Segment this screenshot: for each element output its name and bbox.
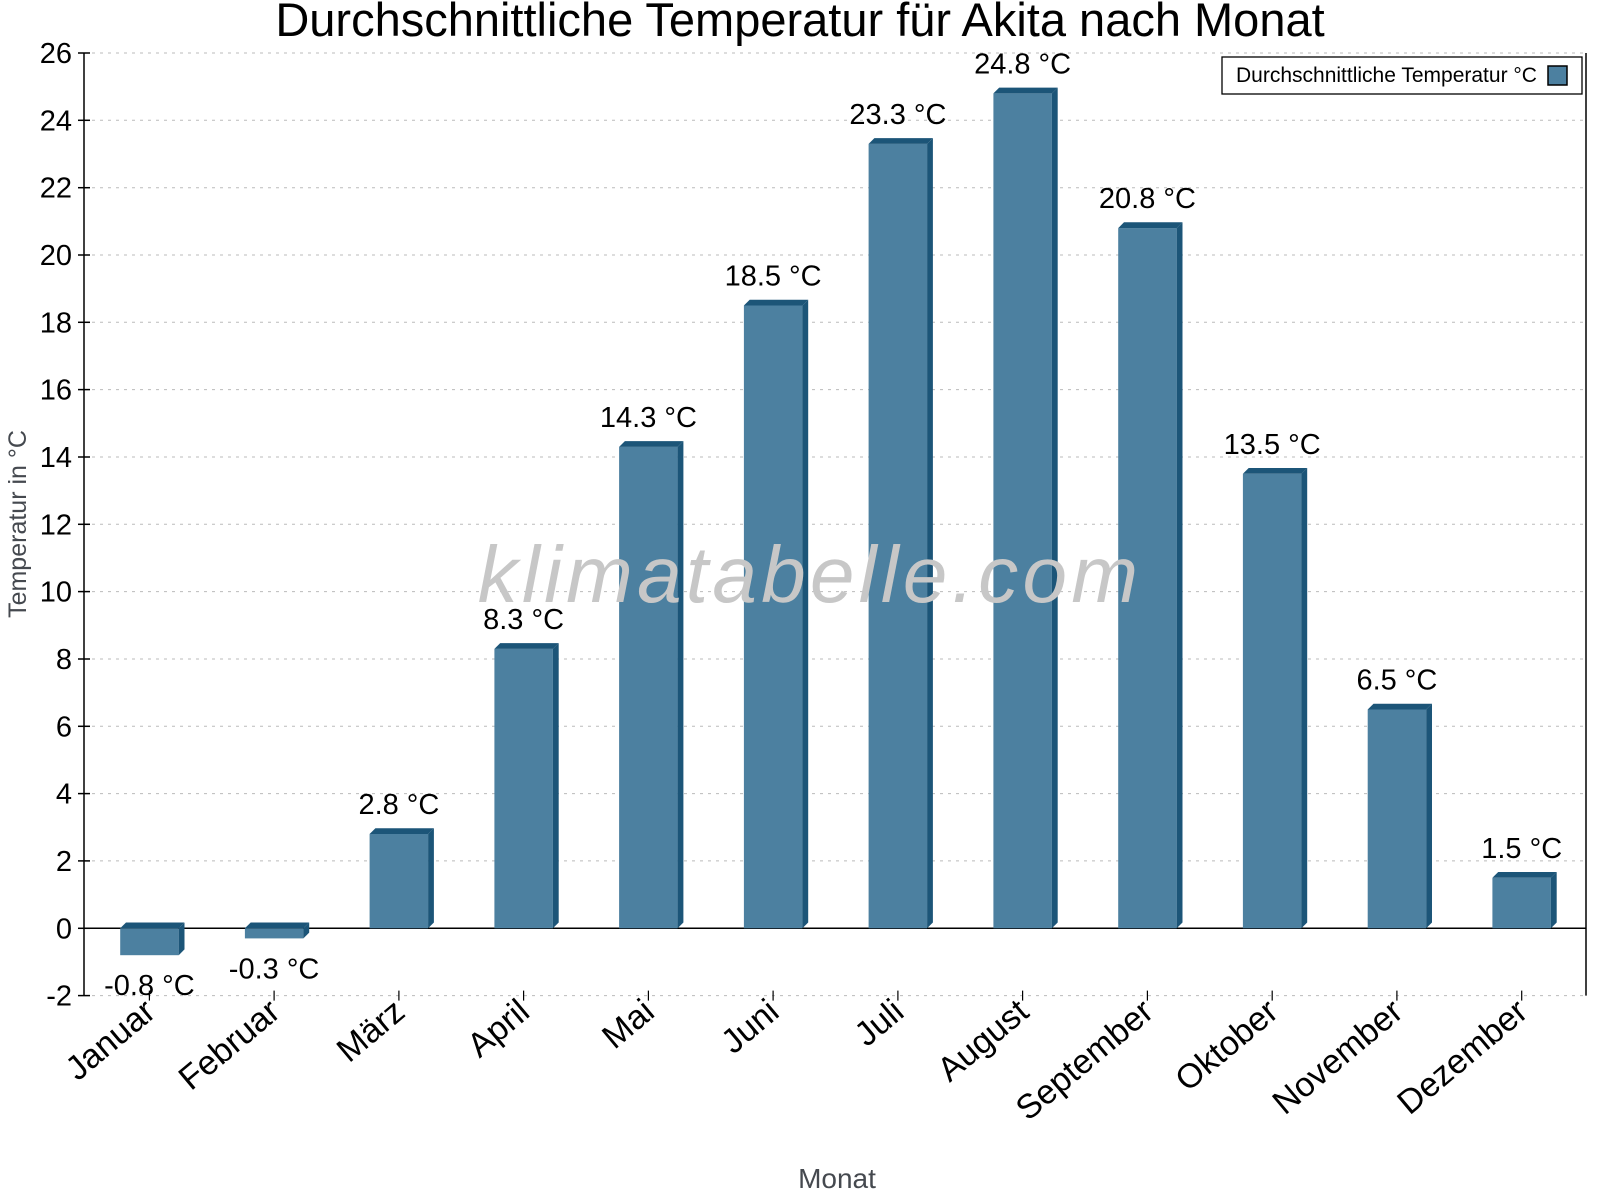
- svg-text:Monat: Monat: [798, 1163, 876, 1194]
- svg-text:Februar: Februar: [172, 992, 288, 1098]
- svg-text:8: 8: [56, 644, 72, 676]
- svg-text:20.8 °C: 20.8 °C: [1099, 183, 1196, 215]
- svg-text:Juli: Juli: [848, 992, 912, 1054]
- svg-text:November: November: [1265, 992, 1410, 1122]
- svg-text:0: 0: [56, 913, 72, 945]
- svg-text:-0.3 °C: -0.3 °C: [229, 953, 320, 985]
- svg-text:16: 16: [40, 375, 72, 407]
- svg-text:22: 22: [40, 173, 72, 205]
- svg-text:1.5 °C: 1.5 °C: [1481, 833, 1562, 865]
- svg-text:4: 4: [56, 779, 72, 811]
- svg-text:Oktober: Oktober: [1168, 992, 1285, 1099]
- svg-text:2: 2: [56, 846, 72, 878]
- svg-text:26: 26: [40, 38, 72, 70]
- svg-text:12: 12: [40, 509, 72, 541]
- svg-text:Januar: Januar: [58, 992, 162, 1088]
- svg-text:August: August: [930, 992, 1036, 1090]
- svg-text:September: September: [1009, 992, 1161, 1128]
- svg-text:Durchschnittliche Temperatur °: Durchschnittliche Temperatur °C: [1236, 64, 1537, 87]
- svg-text:April: April: [460, 992, 537, 1065]
- svg-text:24: 24: [40, 105, 72, 137]
- svg-text:18.5 °C: 18.5 °C: [725, 261, 822, 293]
- svg-text:Temperatur in °C: Temperatur in °C: [4, 430, 32, 618]
- svg-text:März: März: [330, 992, 412, 1070]
- svg-text:24.8 °C: 24.8 °C: [974, 48, 1071, 80]
- svg-text:23.3 °C: 23.3 °C: [849, 99, 946, 131]
- svg-text:10: 10: [40, 577, 72, 609]
- svg-text:14: 14: [40, 442, 72, 474]
- svg-text:18: 18: [40, 307, 72, 339]
- svg-text:20: 20: [40, 240, 72, 272]
- svg-text:Durchschnittliche Temperatur f: Durchschnittliche Temperatur für Akita n…: [275, 0, 1324, 46]
- svg-text:2.8 °C: 2.8 °C: [358, 789, 439, 821]
- svg-text:14.3 °C: 14.3 °C: [600, 402, 697, 434]
- svg-text:Juni: Juni: [714, 992, 786, 1061]
- svg-text:Mai: Mai: [595, 992, 661, 1056]
- svg-text:Dezember: Dezember: [1390, 992, 1535, 1122]
- svg-text:6.5 °C: 6.5 °C: [1356, 665, 1437, 697]
- svg-text:13.5 °C: 13.5 °C: [1224, 429, 1321, 461]
- svg-text:klimatabelle.com: klimatabelle.com: [478, 530, 1143, 619]
- svg-text:-2: -2: [46, 981, 72, 1013]
- svg-text:6: 6: [56, 711, 72, 743]
